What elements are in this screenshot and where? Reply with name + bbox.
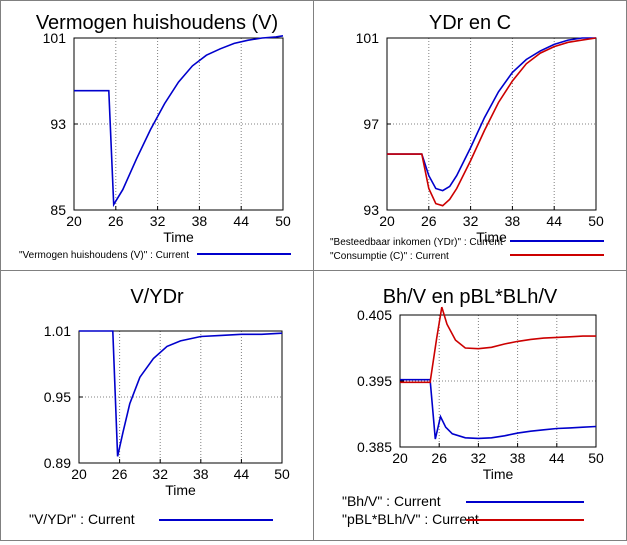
y-tick-label: 0.405 <box>357 307 392 323</box>
x-tick-label: 26 <box>431 450 447 466</box>
chart-panel: Bh/V en pBL*BLh/V 20 26 32 38 44 50 0.405 0.395 0… <box>313 270 627 541</box>
chart-title: V/YDr <box>130 286 184 308</box>
y-tick-label: 93 <box>50 116 66 132</box>
chart-svg: Bh/V en pBL*BLh/V 20 26 32 38 44 50 0.405 0.395 0… <box>342 286 604 527</box>
x-axis-label: Time <box>163 229 194 245</box>
gridlines <box>78 330 283 464</box>
gridlines <box>386 37 597 211</box>
y-tick-label: 97 <box>363 116 379 132</box>
series-line <box>400 378 597 440</box>
chart-panel: YDr en C 20 26 32 38 44 50 101 97 93 Time "Besteedb… <box>313 0 627 271</box>
x-axis-label: Time <box>476 229 507 245</box>
legend-label: "Besteedbaar inkomen (YDr)" : Current <box>330 237 503 248</box>
x-tick-label: 32 <box>152 466 168 482</box>
legend-label: "pBL*BLh/V" : Current <box>342 511 479 527</box>
x-tick-label: 32 <box>471 450 487 466</box>
y-tick-label: 0.95 <box>44 389 71 405</box>
x-tick-label: 50 <box>275 213 291 229</box>
x-tick-label: 44 <box>234 466 250 482</box>
series-line <box>74 35 284 208</box>
x-tick-label: 20 <box>71 466 87 482</box>
x-tick-label: 32 <box>463 213 479 229</box>
chart-svg: Vermogen huishoudens (V) 20 26 32 38 44 50 101 9… <box>19 12 291 261</box>
chart-title: YDr en C <box>429 12 511 34</box>
x-tick-label: 38 <box>193 466 209 482</box>
y-tick-label: 1.01 <box>44 323 71 339</box>
legend-label: "Bh/V" : Current <box>342 493 441 509</box>
y-tick-label: 0.385 <box>357 439 392 455</box>
x-tick-label: 50 <box>274 466 290 482</box>
x-tick-label: 26 <box>421 213 437 229</box>
x-tick-label: 44 <box>233 213 249 229</box>
legend-label: "Consumptie (C)" : Current <box>330 251 449 262</box>
chart-svg: V/YDr 20 26 32 38 44 50 1.01 0.95 0.89 Time "V/YDr"… <box>29 286 290 527</box>
x-tick-label: 38 <box>510 450 526 466</box>
chart-svg: YDr en C 20 26 32 38 44 50 101 97 93 Time"Besteedb… <box>330 12 604 262</box>
chart-title: Bh/V en pBL*BLh/V <box>383 286 558 308</box>
chart-panel: Vermogen huishoudens (V) 20 26 32 38 44 50 101 9… <box>0 0 314 271</box>
plot-area <box>399 314 597 448</box>
legend-label: "V/YDr" : Current <box>29 511 135 527</box>
x-tick-label: 26 <box>108 213 124 229</box>
chart-title: Vermogen huishoudens (V) <box>36 12 278 34</box>
gridlines <box>73 37 284 211</box>
y-tick-label: 0.89 <box>44 455 71 471</box>
y-tick-label: 85 <box>50 202 66 218</box>
x-tick-label: 50 <box>588 213 604 229</box>
x-tick-label: 26 <box>112 466 128 482</box>
y-tick-label: 93 <box>363 202 379 218</box>
y-tick-label: 0.395 <box>357 373 392 389</box>
chart-panel: V/YDr 20 26 32 38 44 50 1.01 0.95 0.89 Time "V/YDr"… <box>0 270 314 541</box>
series-line <box>400 306 596 384</box>
x-tick-label: 44 <box>546 213 562 229</box>
series-line <box>79 330 283 457</box>
x-tick-label: 50 <box>588 450 604 466</box>
x-tick-label: 38 <box>192 213 208 229</box>
series-line <box>387 37 596 192</box>
x-tick-label: 38 <box>505 213 521 229</box>
x-tick-label: 20 <box>392 450 408 466</box>
gridlines <box>399 314 597 448</box>
x-tick-label: 20 <box>66 213 82 229</box>
series-line <box>387 37 597 207</box>
x-tick-label: 20 <box>379 213 395 229</box>
y-tick-label: 101 <box>356 30 380 46</box>
x-tick-label: 44 <box>549 450 565 466</box>
legend-label: "Vermogen huishoudens (V)" : Current <box>19 250 189 261</box>
x-tick-label: 32 <box>150 213 166 229</box>
x-axis-label: Time <box>483 466 514 482</box>
y-tick-label: 101 <box>43 30 67 46</box>
x-axis-label: Time <box>165 482 196 498</box>
